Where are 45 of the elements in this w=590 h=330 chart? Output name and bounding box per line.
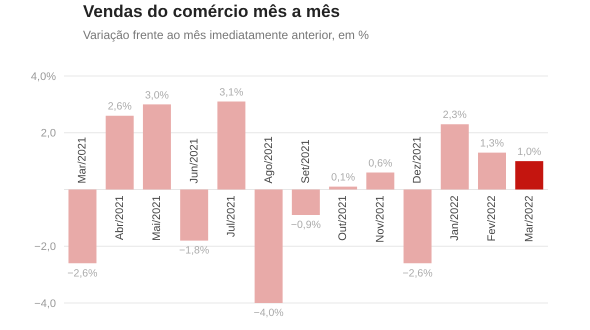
x-tick-label: Mai/2021 — [151, 196, 164, 241]
bar — [515, 161, 544, 190]
x-tick-label: Mar/2022 — [523, 196, 536, 242]
data-label: −1,8% — [179, 244, 210, 257]
bar — [292, 190, 320, 216]
x-tick-label: Ago/2021 — [262, 136, 275, 184]
y-tick-label: 4,0% — [30, 70, 56, 83]
bar — [440, 124, 469, 190]
data-label: −2,6% — [402, 267, 433, 280]
x-tick-label: Dez/2021 — [412, 136, 424, 184]
x-tick-label: Jan/2022 — [448, 196, 461, 241]
x-tick-label: Set/2021 — [300, 139, 312, 184]
y-tick-label: 2,0 — [40, 128, 56, 140]
data-label: 2,6% — [108, 100, 132, 113]
chart-title: Vendas do comércio mês a mês — [83, 2, 342, 22]
bar — [142, 104, 171, 190]
x-tick-label: Jul/2021 — [226, 196, 238, 238]
data-label: 2,3% — [442, 109, 467, 122]
data-label: −4,0% — [254, 307, 284, 319]
x-tick-label: Abr/2021 — [114, 196, 126, 240]
y-tick-label: −2,0 — [34, 241, 56, 254]
data-label: 0,1% — [331, 172, 356, 184]
x-tick-label: Out/2021 — [337, 196, 350, 241]
data-label: −0,9% — [290, 219, 321, 232]
bar — [404, 190, 432, 264]
bar — [254, 190, 283, 303]
bar — [478, 152, 506, 190]
data-label: −2,6% — [67, 267, 98, 280]
data-label: 0,6% — [368, 157, 392, 170]
bar — [180, 190, 208, 241]
x-tick-label: Jun/2021 — [188, 138, 200, 184]
chart-subtitle: Variação frente ao mês imediatamente anterior, em % — [83, 28, 369, 42]
data-label: 3,1% — [219, 86, 244, 99]
bar — [106, 116, 134, 190]
bar — [217, 102, 246, 190]
bar — [366, 172, 394, 190]
y-tick-label: −4,0 — [34, 298, 56, 310]
x-tick-label: Nov/2021 — [374, 196, 386, 243]
data-label: 1,3% — [480, 138, 504, 150]
x-tick-label: Mar/2021 — [76, 137, 89, 184]
bar — [68, 190, 96, 264]
x-tick-label: Fev/2022 — [486, 196, 498, 242]
bar — [329, 186, 358, 190]
data-label: 1,0% — [517, 146, 542, 158]
data-label: 3,0% — [144, 89, 169, 102]
